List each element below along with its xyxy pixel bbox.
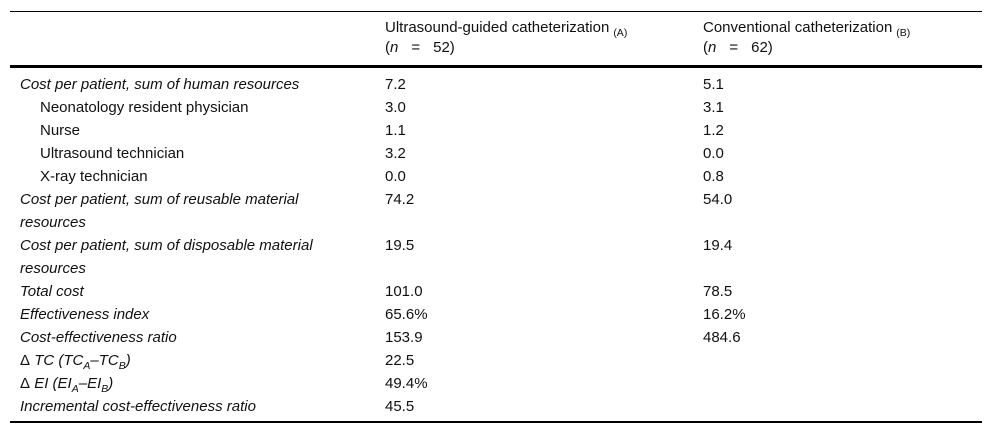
column-title-text: Conventional catheterization — [703, 19, 893, 36]
row-label: Total cost — [20, 283, 84, 300]
row-label: Effectiveness index — [20, 306, 150, 323]
n-symbol: n — [390, 39, 399, 56]
value-a: 45.5 — [385, 398, 415, 415]
value-b: 19.4 — [703, 237, 733, 254]
value-a: 22.5 — [385, 352, 415, 369]
value-b — [703, 395, 982, 422]
value-a: 65.6% — [385, 306, 428, 323]
table-row: Cost per patient, sum of reusable materi… — [10, 188, 982, 234]
row-label: Cost per patient, sum of disposable mate… — [20, 237, 313, 277]
value-b: 1.2 — [703, 122, 724, 139]
value-a: 153.9 — [385, 329, 423, 346]
value-a: 3.2 — [385, 145, 406, 162]
column-title: Conventional catheterization (B) — [703, 18, 982, 38]
row-label: Cost per patient, sum of reusable materi… — [20, 191, 299, 231]
label-text: ) — [108, 375, 114, 392]
value-b — [703, 372, 982, 395]
column-header-ultrasound: Ultrasound-guided catheterization (A) (n =… — [385, 11, 703, 68]
row-label: Nurse — [40, 122, 81, 139]
cost-effectiveness-table-container: Ultrasound-guided catheterization (A) (n =… — [10, 11, 982, 423]
paren-open: ( — [385, 39, 390, 56]
table-row: Cost per patient, sum of human resources… — [10, 67, 982, 97]
header-row: Ultrasound-guided catheterization (A) (n =… — [10, 11, 982, 68]
label-text: –TC — [90, 352, 119, 369]
row-label: Neonatology resident physician — [40, 99, 249, 116]
paren-open: ( — [703, 39, 708, 56]
value-a: 0.0 — [385, 168, 406, 185]
row-label: Ultrasound technician — [40, 145, 185, 162]
table-row: Total cost 101.0 78.5 — [10, 280, 982, 303]
label-text: EI (EI — [30, 375, 72, 392]
n-value: 62) — [751, 39, 773, 56]
value-b: 0.0 — [703, 145, 724, 162]
table-row: Ultrasound technician 3.2 0.0 — [10, 142, 982, 165]
value-a: 19.5 — [385, 237, 415, 254]
table-row: Δ EI (EIA–EIB) 49.4% — [10, 372, 982, 395]
subscript-a: A — [83, 360, 91, 372]
row-label: Δ EI (EIA–EIB) — [10, 372, 385, 395]
value-b — [703, 349, 982, 372]
value-a: 74.2 — [385, 191, 415, 208]
row-label: Δ TC (TCA–TCB) — [10, 349, 385, 372]
value-a: 49.4% — [385, 375, 428, 392]
value-b: 3.1 — [703, 99, 724, 116]
subscript-a: A — [71, 383, 79, 395]
group-b-subscript: (B) — [896, 27, 911, 39]
value-b: 5.1 — [703, 76, 724, 93]
row-label: X-ray technician — [40, 168, 148, 185]
value-b: 78.5 — [703, 283, 733, 300]
sample-size: (n = 62) — [703, 38, 982, 58]
value-b: 16.2% — [703, 306, 746, 323]
label-text: ) — [125, 352, 131, 369]
equals-sign: = — [411, 39, 421, 56]
value-a: 7.2 — [385, 76, 406, 93]
value-b: 484.6 — [703, 329, 741, 346]
table-row: Δ TC (TCA–TCB) 22.5 — [10, 349, 982, 372]
row-label: Cost-effectiveness ratio — [20, 329, 177, 346]
label-text: TC (TC — [30, 352, 84, 369]
row-label: Incremental cost-effectiveness ratio — [20, 398, 256, 415]
column-title: Ultrasound-guided catheterization (A) — [385, 18, 703, 38]
delta-symbol: Δ — [20, 352, 31, 369]
sample-size: (n = 52) — [385, 38, 703, 58]
value-a: 101.0 — [385, 283, 423, 300]
n-value: 52) — [433, 39, 455, 56]
table-row: Effectiveness index 65.6% 16.2% — [10, 303, 982, 326]
value-b: 0.8 — [703, 168, 724, 185]
table-row: X-ray technician 0.0 0.8 — [10, 165, 982, 188]
group-a-subscript: (A) — [613, 27, 628, 39]
n-symbol: n — [708, 39, 717, 56]
cost-effectiveness-table: Ultrasound-guided catheterization (A) (n =… — [10, 11, 982, 423]
row-label-column-header — [10, 11, 385, 68]
table-row: Incremental cost-effectiveness ratio 45.… — [10, 395, 982, 422]
subscript-b: B — [118, 360, 126, 372]
value-a: 3.0 — [385, 99, 406, 116]
delta-symbol: Δ — [20, 375, 31, 392]
table-row: Neonatology resident physician 3.0 3.1 — [10, 96, 982, 119]
value-b: 54.0 — [703, 191, 733, 208]
table-row: Cost-effectiveness ratio 153.9 484.6 — [10, 326, 982, 349]
subscript-b: B — [101, 383, 109, 395]
row-label: Cost per patient, sum of human resources — [20, 76, 300, 93]
equals-sign: = — [729, 39, 739, 56]
table-row: Cost per patient, sum of disposable mate… — [10, 234, 982, 280]
label-text: –EI — [78, 375, 102, 392]
column-title-text: Ultrasound-guided catheterization — [385, 19, 610, 36]
value-a: 1.1 — [385, 122, 406, 139]
table-row: Nurse 1.1 1.2 — [10, 119, 982, 142]
column-header-conventional: Conventional catheterization (B) (n = 62) — [703, 11, 982, 68]
